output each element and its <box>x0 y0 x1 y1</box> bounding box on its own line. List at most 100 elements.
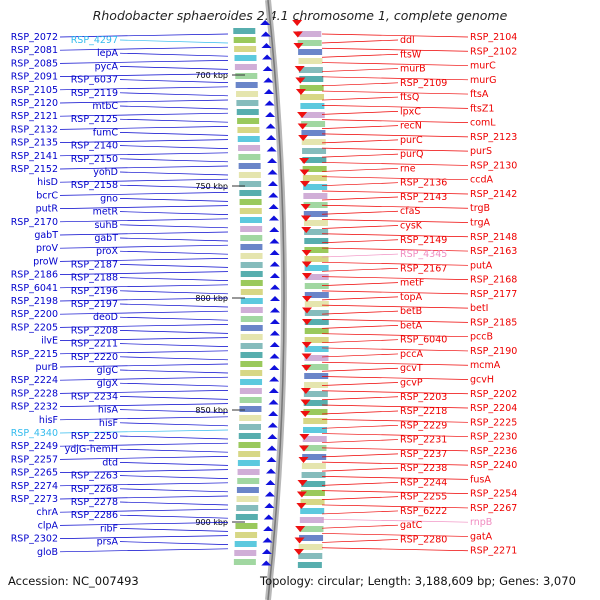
leader-line <box>321 310 399 315</box>
feature-band-left <box>235 514 258 520</box>
leader-line <box>119 448 229 453</box>
gene-label: yohD <box>93 167 118 178</box>
gene-label: RSP_2150 <box>71 154 118 165</box>
feature-band-right <box>300 94 325 100</box>
leader-line <box>321 418 469 423</box>
gene-label: RSP_2240 <box>470 460 517 471</box>
feature-band-right <box>297 40 322 46</box>
leader-line <box>119 105 229 110</box>
leader-line <box>59 482 229 487</box>
gene-label: RSP_2257 <box>11 454 58 465</box>
leader-line <box>321 261 469 266</box>
leader-line <box>321 304 469 309</box>
gene-label: murG <box>470 75 497 86</box>
feature-band-left <box>236 496 259 502</box>
forward-strand-arrow <box>263 89 274 94</box>
feature-band-right <box>301 463 326 469</box>
feature-band-left <box>240 289 263 295</box>
leader-line <box>321 210 399 215</box>
reverse-strand-arrow <box>301 227 312 233</box>
gene-label: prsA <box>97 537 119 548</box>
feature-band-left <box>239 181 262 187</box>
feature-band-left <box>236 100 259 106</box>
leader-line <box>321 461 469 466</box>
gene-label: chrA <box>36 507 58 518</box>
leader-line <box>321 219 469 223</box>
feature-band-left <box>240 244 263 250</box>
gene-label: RSP_2267 <box>470 503 517 514</box>
gene-label: metF <box>400 278 424 289</box>
forward-strand-arrow <box>266 457 277 462</box>
feature-band-right <box>304 319 329 325</box>
feature-band-left <box>240 379 263 385</box>
leader-line <box>119 132 229 136</box>
gene-label: cfaS <box>400 206 420 217</box>
gene-label: hisD <box>37 177 58 188</box>
leader-line <box>119 290 229 295</box>
forward-strand-arrow <box>262 66 273 71</box>
gene-label: gatC <box>400 520 423 531</box>
forward-strand-arrow <box>263 514 274 520</box>
feature-band-left <box>236 109 259 115</box>
feature-band-right <box>301 139 326 145</box>
feature-band-right <box>304 247 329 253</box>
gene-label: RSP_2265 <box>11 468 58 479</box>
leader-line <box>321 33 469 38</box>
forward-strand-arrow <box>269 250 280 255</box>
gene-label: RSP_2143 <box>400 192 447 203</box>
gene-label: cysK <box>400 221 423 232</box>
leader-line <box>59 231 229 236</box>
gene-label: ddl <box>400 35 415 46</box>
gene-label: RSP_2198 <box>11 296 58 307</box>
reverse-strand-arrow <box>301 307 312 314</box>
gene-label: fumC <box>93 127 119 138</box>
leader-line <box>59 350 229 355</box>
leader-line <box>321 276 469 280</box>
gene-label: purQ <box>400 149 423 160</box>
gene-label: RSP_2141 <box>11 151 58 162</box>
gene-label: RSP_2167 <box>400 263 447 274</box>
forward-strand-arrow <box>263 77 274 83</box>
leader-line <box>321 325 399 329</box>
leader-line <box>321 182 399 187</box>
forward-strand-arrow <box>269 273 280 278</box>
gene-label: lepA <box>97 48 119 59</box>
gene-label: RSP_2232 <box>11 402 58 413</box>
feature-band-right <box>300 112 325 118</box>
leader-line <box>59 271 229 275</box>
gene-label: hisF <box>99 418 118 429</box>
leader-line <box>59 139 229 143</box>
leader-line <box>119 501 229 506</box>
feature-band-right <box>298 49 323 55</box>
leader-line <box>59 522 229 526</box>
reverse-strand-arrow <box>294 66 305 72</box>
gene-label: RSP_2211 <box>71 339 118 350</box>
gene-label: RSP_2140 <box>71 141 118 152</box>
map-title: Rhodobacter sphaeroides 2.4.1 chromosome… <box>92 8 508 23</box>
reverse-strand-arrow <box>299 181 310 187</box>
leader-line <box>321 347 469 352</box>
feature-band-left <box>237 127 260 133</box>
leader-line <box>119 356 229 361</box>
leader-line <box>59 469 229 473</box>
leader-line <box>59 508 229 513</box>
gene-label: RSP_4340 <box>11 428 58 439</box>
feature-band-right <box>303 427 328 433</box>
leader-line <box>119 462 229 466</box>
gene-label: RSP_2238 <box>400 463 447 474</box>
feature-band-left <box>238 433 261 439</box>
gene-label: RSP_2135 <box>11 138 58 149</box>
feature-band-left <box>234 550 257 556</box>
leader-line <box>321 396 399 401</box>
gene-label: RSP_2121 <box>11 111 58 122</box>
gene-label: purC <box>400 135 423 146</box>
leader-line <box>119 396 229 400</box>
leader-line <box>321 376 469 380</box>
leader-line <box>59 495 229 500</box>
feature-band-left <box>233 28 256 34</box>
leader-line <box>119 79 229 83</box>
leader-line <box>119 382 229 387</box>
reverse-strand-arrow <box>295 526 306 532</box>
feature-band-right <box>304 229 329 235</box>
leader-line <box>119 198 229 202</box>
